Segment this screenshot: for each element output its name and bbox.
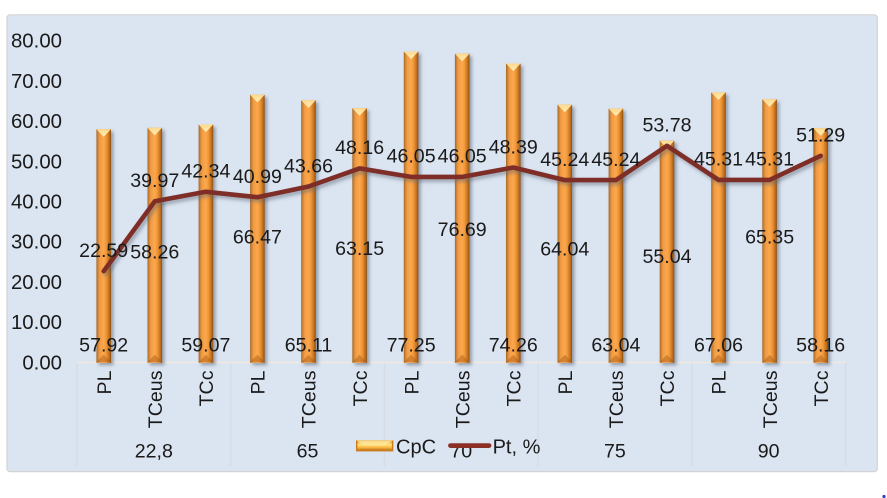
svg-text:30.00: 30.00	[11, 232, 62, 254]
svg-text:65: 65	[297, 441, 319, 463]
svg-text:80.00: 80.00	[11, 31, 62, 53]
svg-text:59.07: 59.07	[181, 335, 230, 357]
svg-text:TCc: TCc	[196, 370, 218, 406]
svg-text:TCc: TCc	[350, 370, 372, 406]
svg-text:PL: PL	[709, 370, 731, 394]
svg-text:45.24: 45.24	[540, 149, 589, 171]
svg-text:40.00: 40.00	[11, 192, 62, 214]
svg-text:75: 75	[604, 441, 626, 463]
svg-text:42.34: 42.34	[181, 161, 230, 183]
svg-text:TCeus: TCeus	[452, 370, 474, 428]
svg-text:48.16: 48.16	[335, 137, 384, 159]
svg-text:67.06: 67.06	[694, 335, 743, 357]
svg-text:46.05: 46.05	[438, 146, 487, 168]
svg-text:58.16: 58.16	[796, 335, 845, 357]
svg-text:PL: PL	[94, 370, 116, 394]
svg-text:20.00: 20.00	[11, 272, 62, 294]
svg-text:TCeus: TCeus	[606, 370, 628, 428]
svg-text:PL: PL	[555, 370, 577, 394]
svg-text:57.92: 57.92	[79, 335, 128, 357]
svg-text:39.97: 39.97	[130, 170, 179, 192]
svg-text:55.04: 55.04	[642, 246, 691, 268]
svg-text:43.66: 43.66	[284, 155, 333, 177]
svg-text:77.25: 77.25	[387, 335, 436, 357]
svg-text:60.00: 60.00	[11, 111, 62, 133]
svg-text:CpC: CpC	[396, 437, 436, 459]
svg-text:0.00: 0.00	[22, 352, 62, 374]
svg-text:70.00: 70.00	[11, 71, 62, 93]
svg-text:50.00: 50.00	[11, 151, 62, 173]
svg-text:51.29: 51.29	[796, 125, 845, 147]
svg-text:Pt, %: Pt, %	[493, 437, 541, 459]
svg-text:PL: PL	[401, 370, 423, 394]
svg-text:PL: PL	[248, 370, 270, 394]
svg-text:65.11: 65.11	[285, 335, 333, 357]
svg-text:63.04: 63.04	[591, 335, 640, 357]
svg-text:76.69: 76.69	[438, 219, 487, 241]
svg-text:46.05: 46.05	[387, 146, 436, 168]
svg-text:58.26: 58.26	[130, 242, 179, 264]
svg-text:66.47: 66.47	[233, 226, 282, 248]
svg-text:TCeus: TCeus	[299, 370, 321, 428]
svg-text:63.15: 63.15	[335, 238, 384, 260]
svg-text:TCc: TCc	[504, 370, 526, 406]
svg-text:10.00: 10.00	[11, 312, 62, 334]
svg-text:22.59: 22.59	[79, 240, 128, 262]
svg-text:65.35: 65.35	[745, 227, 794, 249]
svg-text:45.31: 45.31	[694, 149, 743, 171]
svg-text:48.39: 48.39	[489, 136, 538, 158]
svg-text:TCc: TCc	[811, 370, 833, 406]
svg-text:64.04: 64.04	[540, 239, 589, 261]
svg-text:74.26: 74.26	[489, 335, 538, 357]
svg-text:22,8: 22,8	[135, 441, 173, 463]
svg-text:53.78: 53.78	[642, 115, 691, 137]
svg-text:TCeus: TCeus	[145, 370, 167, 428]
svg-text:TCc: TCc	[657, 370, 679, 406]
svg-text:45.24: 45.24	[591, 149, 640, 171]
svg-text:40.99: 40.99	[233, 166, 282, 188]
svg-text:TCeus: TCeus	[760, 370, 782, 428]
svg-text:45.31: 45.31	[745, 149, 794, 171]
svg-text:90: 90	[758, 441, 780, 463]
